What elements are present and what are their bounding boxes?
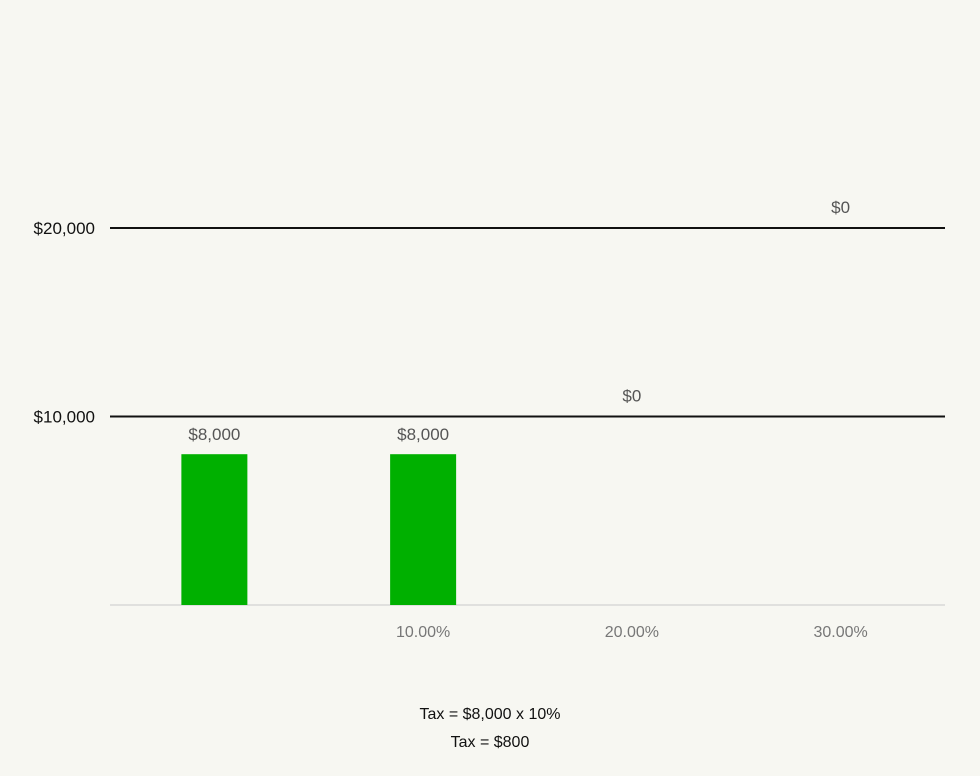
bracket-annotation: $0 — [831, 198, 850, 217]
bar — [390, 454, 457, 605]
bar — [181, 454, 248, 605]
x-category-label: 10.00% — [396, 624, 450, 641]
y-tick-label: $10,000 — [34, 408, 95, 427]
x-category-label: 30.00% — [813, 624, 867, 641]
bar-data-label: $8,000 — [188, 425, 240, 444]
x-category-label: 20.00% — [605, 624, 659, 641]
bar-data-label: $8,000 — [397, 425, 449, 444]
y-tick-label: $20,000 — [34, 219, 95, 238]
tax-formula: Tax = $8,000 x 10% — [419, 706, 561, 723]
bracket-annotation: $0 — [622, 387, 641, 406]
tax-result: Tax = $800 — [450, 734, 530, 751]
bar-chart: $10,000 $0 $20,000 $0 $8,000 $8,000 10.00% 20.0… — [34, 198, 945, 641]
